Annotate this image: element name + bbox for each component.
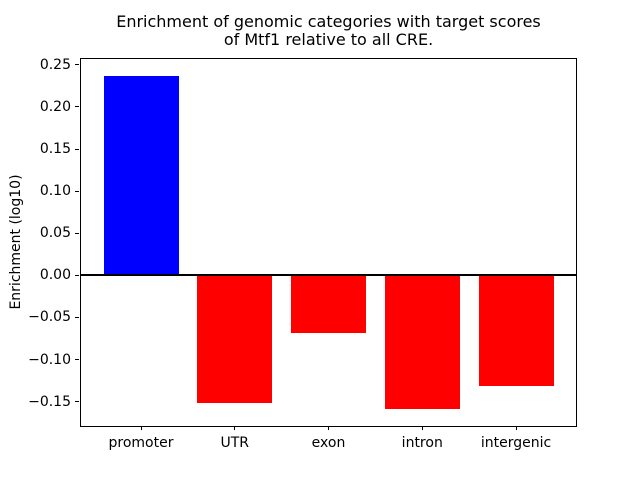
x-tick-mark [140,426,142,430]
bar-exon [291,275,366,334]
y-tick-mark [75,106,79,108]
y-tick-mark [75,274,79,276]
x-tick-label-UTR: UTR [220,435,250,451]
bar-intron [384,275,460,410]
y-tick-mark [75,232,79,234]
x-tick-label-intron: intron [401,435,443,451]
y-tick-label: 0.10 [39,183,71,200]
x-tick-label-intergenic: intergenic [480,435,552,451]
y-tick-mark [75,64,79,66]
y-tick-label: 0.15 [39,141,71,158]
y-tick-label: 0.25 [39,56,71,73]
chart-title: Enrichment of genomic categories with ta… [80,13,577,49]
chart-title-line-1: Enrichment of genomic categories with ta… [116,12,541,31]
bar-UTR [197,275,273,404]
y-tick-mark [75,148,79,150]
x-tick-mark [234,426,236,430]
x-tick-mark [328,426,329,430]
chart-title-line-2: of Mtf1 relative to all CRE. [223,30,434,49]
y-tick-label: −0.05 [28,309,71,326]
y-tick-label: 0.20 [39,98,71,115]
y-tick-mark [75,401,79,403]
x-tick-label-exon: exon [311,435,346,451]
y-tick-label: 0.05 [39,225,71,242]
bar-intergenic [478,275,554,387]
x-tick-mark [421,426,423,430]
y-tick-label: 0.00 [39,267,71,284]
y-tick-mark [75,316,79,318]
y-tick-label: −0.10 [28,351,71,368]
zero-axis-line [81,274,576,277]
plot-area: 0.25 0.20 0.15 0.10 0.05 0.00 −0.05 −0.10 −0.15 p… [28,58,577,450]
x-tick-label-promoter: promoter [108,435,174,451]
y-tick-mark [75,359,79,360]
y-tick-mark [75,190,79,192]
bar-promoter [103,75,179,276]
x-tick-mark [515,426,517,430]
y-tick-label: −0.15 [28,393,71,410]
